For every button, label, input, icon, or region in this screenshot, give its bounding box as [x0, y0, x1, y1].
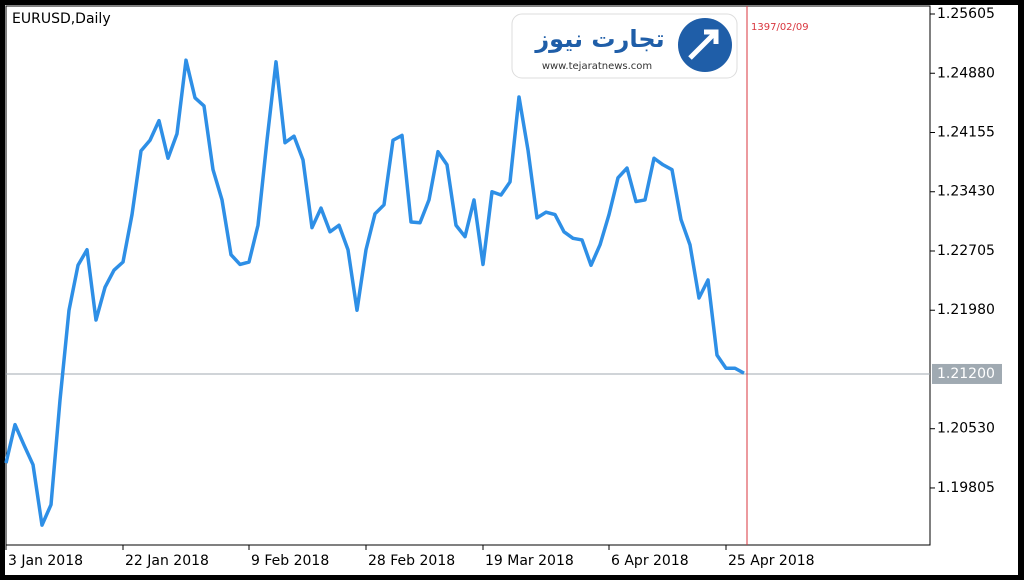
x-tick-label: 3 Jan 2018: [8, 553, 83, 569]
background: [5, 5, 1018, 575]
chart-title: EURUSD,Daily: [12, 11, 111, 27]
x-tick-label: 19 Mar 2018: [485, 553, 574, 569]
logo-box: [511, 13, 738, 79]
y-tick-label: 1.22705: [937, 243, 995, 259]
x-tick-label: 6 Apr 2018: [611, 553, 689, 569]
logo-arrow: [688, 29, 719, 60]
x-tick-label: 9 Feb 2018: [251, 553, 329, 569]
price-label-box: [932, 363, 1002, 384]
y-tick-label: 1.24155: [937, 124, 995, 140]
y-tick-label: 1.24880: [937, 65, 995, 81]
y-tick-label: 1.23430: [937, 184, 995, 200]
logo-title: تجارت نیوز: [534, 25, 664, 53]
y-tick-label: 1.20530: [937, 421, 995, 437]
price-series: [4, 58, 745, 527]
logo-url: www.tejaratnews.com: [542, 61, 652, 72]
x-tick-label: 22 Jan 2018: [125, 553, 209, 569]
y-tick-label: 1.25605: [937, 6, 995, 22]
plot-frame: [5, 5, 931, 546]
x-tick-label: 28 Feb 2018: [368, 553, 455, 569]
date-marker-label: 1397/02/09: [751, 22, 809, 33]
y-tick-label: 1.19805: [937, 480, 995, 496]
logo: تجارت نیوز www.tejaratnews.com: [511, 13, 738, 79]
y-tick-label: 1.21980: [937, 302, 995, 318]
price-label: 1.21200: [937, 366, 995, 382]
x-tick-label: 25 Apr 2018: [728, 553, 815, 569]
